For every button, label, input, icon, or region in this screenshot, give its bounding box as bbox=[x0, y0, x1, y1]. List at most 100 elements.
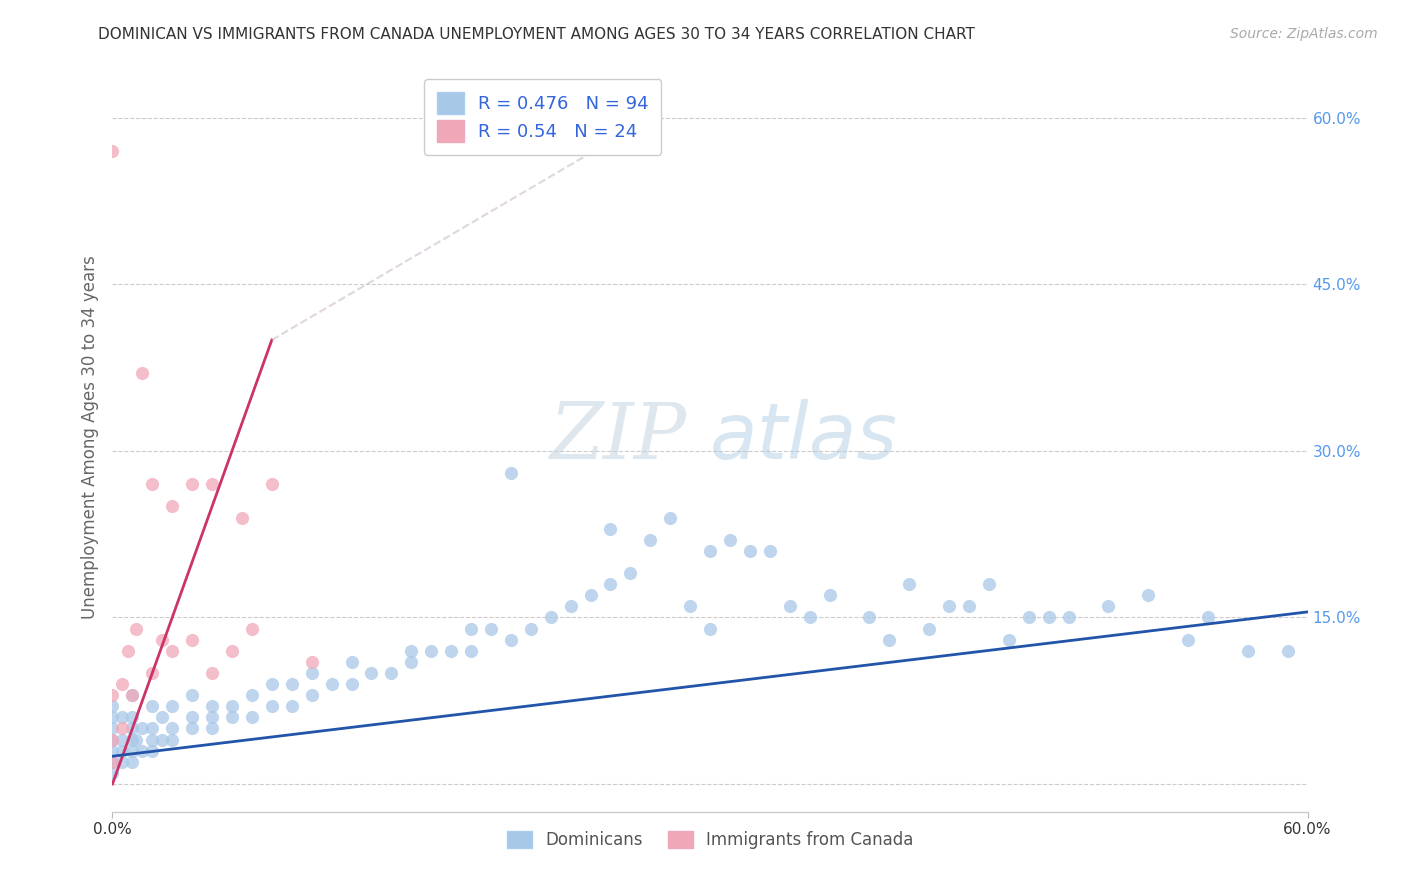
Point bbox=[879, 632, 901, 647]
Point bbox=[181, 722, 204, 736]
Point bbox=[111, 710, 134, 724]
Point bbox=[121, 732, 143, 747]
Point bbox=[240, 622, 263, 636]
Point bbox=[201, 710, 224, 724]
Point bbox=[260, 477, 283, 491]
Point bbox=[779, 599, 801, 614]
Point bbox=[125, 732, 148, 747]
Point bbox=[260, 699, 283, 714]
Point bbox=[998, 632, 1021, 647]
Point bbox=[181, 710, 204, 724]
Point bbox=[181, 688, 204, 702]
Point bbox=[101, 699, 124, 714]
Point bbox=[1018, 610, 1040, 624]
Point bbox=[201, 722, 224, 736]
Point bbox=[460, 622, 482, 636]
Point bbox=[1038, 610, 1060, 624]
Point bbox=[101, 732, 124, 747]
Point bbox=[1137, 588, 1160, 602]
Point bbox=[818, 588, 841, 602]
Point bbox=[340, 655, 363, 669]
Point bbox=[619, 566, 641, 580]
Point bbox=[699, 622, 721, 636]
Point bbox=[1277, 644, 1299, 658]
Point bbox=[121, 755, 143, 769]
Point bbox=[141, 477, 163, 491]
Point bbox=[759, 544, 782, 558]
Point bbox=[162, 732, 183, 747]
Point bbox=[101, 710, 124, 724]
Point bbox=[560, 599, 582, 614]
Point bbox=[321, 677, 343, 691]
Point bbox=[201, 477, 224, 491]
Point bbox=[150, 632, 173, 647]
Point bbox=[221, 710, 243, 724]
Point bbox=[240, 710, 263, 724]
Point bbox=[460, 644, 482, 658]
Point bbox=[520, 622, 543, 636]
Point bbox=[221, 699, 243, 714]
Point bbox=[240, 688, 263, 702]
Point bbox=[131, 366, 153, 380]
Point bbox=[111, 732, 134, 747]
Point bbox=[281, 699, 304, 714]
Point bbox=[401, 644, 423, 658]
Point bbox=[162, 722, 183, 736]
Point bbox=[181, 477, 204, 491]
Point bbox=[1177, 632, 1199, 647]
Point bbox=[101, 732, 124, 747]
Point bbox=[1237, 644, 1260, 658]
Point bbox=[301, 665, 323, 680]
Text: atlas: atlas bbox=[710, 399, 898, 475]
Point bbox=[141, 722, 163, 736]
Point bbox=[1197, 610, 1219, 624]
Point bbox=[121, 688, 143, 702]
Point bbox=[181, 632, 204, 647]
Point bbox=[260, 677, 283, 691]
Point bbox=[301, 655, 323, 669]
Point bbox=[1097, 599, 1119, 614]
Point bbox=[111, 744, 134, 758]
Text: Source: ZipAtlas.com: Source: ZipAtlas.com bbox=[1230, 27, 1378, 41]
Point bbox=[162, 500, 183, 514]
Point bbox=[150, 710, 173, 724]
Point bbox=[141, 665, 163, 680]
Point bbox=[957, 599, 980, 614]
Y-axis label: Unemployment Among Ages 30 to 34 years: Unemployment Among Ages 30 to 34 years bbox=[80, 255, 98, 619]
Point bbox=[117, 644, 139, 658]
Text: DOMINICAN VS IMMIGRANTS FROM CANADA UNEMPLOYMENT AMONG AGES 30 TO 34 YEARS CORRE: DOMINICAN VS IMMIGRANTS FROM CANADA UNEM… bbox=[98, 27, 976, 42]
Point bbox=[201, 665, 224, 680]
Point bbox=[201, 699, 224, 714]
Point bbox=[131, 722, 153, 736]
Point bbox=[420, 644, 443, 658]
Point bbox=[918, 622, 941, 636]
Point bbox=[640, 533, 662, 547]
Point bbox=[111, 755, 134, 769]
Point bbox=[380, 665, 402, 680]
Point bbox=[131, 744, 153, 758]
Point bbox=[141, 744, 163, 758]
Point bbox=[111, 677, 134, 691]
Point bbox=[699, 544, 721, 558]
Point bbox=[231, 510, 253, 524]
Point bbox=[718, 533, 741, 547]
Point bbox=[340, 677, 363, 691]
Point bbox=[977, 577, 1000, 591]
Point bbox=[401, 655, 423, 669]
Point bbox=[111, 722, 134, 736]
Point bbox=[679, 599, 702, 614]
Point bbox=[125, 622, 148, 636]
Point bbox=[101, 755, 124, 769]
Point bbox=[141, 699, 163, 714]
Point bbox=[141, 732, 163, 747]
Point bbox=[1057, 610, 1080, 624]
Point bbox=[301, 688, 323, 702]
Point bbox=[281, 677, 304, 691]
Point bbox=[101, 722, 124, 736]
Point bbox=[659, 510, 682, 524]
Point bbox=[360, 665, 382, 680]
Point bbox=[101, 765, 124, 780]
Point bbox=[898, 577, 921, 591]
Point bbox=[738, 544, 761, 558]
Point bbox=[599, 577, 621, 591]
